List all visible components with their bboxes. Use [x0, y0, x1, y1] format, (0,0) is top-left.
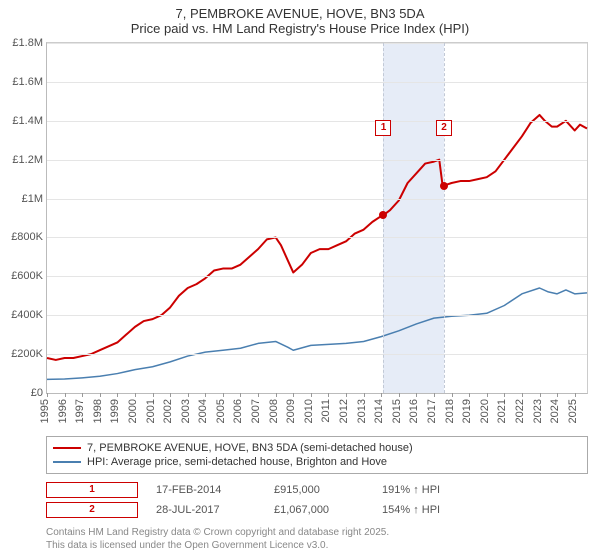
title-address: 7, PEMBROKE AVENUE, HOVE, BN3 5DA	[0, 6, 600, 21]
legend-item-hpi: HPI: Average price, semi-detached house,…	[53, 455, 581, 469]
sales-table: 1 17-FEB-2014 £915,000 191% ↑ HPI 2 28-J…	[46, 480, 588, 520]
legend-label-price-paid: 7, PEMBROKE AVENUE, HOVE, BN3 5DA (semi-…	[87, 442, 413, 454]
footer-line2: This data is licensed under the Open Gov…	[46, 539, 588, 552]
footer: Contains HM Land Registry data © Crown c…	[46, 526, 588, 552]
sale-dot-2	[440, 182, 448, 190]
legend-swatch-hpi	[53, 461, 81, 463]
xtick-label: 1995	[39, 399, 51, 423]
chart-container: 7, PEMBROKE AVENUE, HOVE, BN3 5DA Price …	[0, 0, 600, 560]
xtick-label: 2002	[162, 399, 174, 423]
xtick-label: 2022	[514, 399, 526, 423]
xtick-label: 2018	[444, 399, 456, 423]
sale-hpi-2: 154% ↑ HPI	[382, 504, 472, 516]
xtick-label: 2007	[250, 399, 262, 423]
xtick-label: 2010	[303, 399, 315, 423]
ytick-label: £800K	[11, 231, 43, 243]
xtick-label: 1997	[74, 399, 86, 423]
ytick-label: £1.4M	[12, 115, 43, 127]
ytick-label: £1M	[22, 193, 43, 205]
sale-hpi-1: 191% ↑ HPI	[382, 484, 472, 496]
chart-plot-area: £0£200K£400K£600K£800K£1M£1.2M£1.4M£1.6M…	[46, 42, 588, 394]
xtick-label: 2021	[496, 399, 508, 423]
footer-line1: Contains HM Land Registry data © Crown c…	[46, 526, 588, 539]
xtick-label: 2016	[408, 399, 420, 423]
xtick-label: 2003	[180, 399, 192, 423]
xtick-label: 2011	[320, 399, 332, 423]
xtick-label: 2001	[145, 399, 157, 423]
xtick-label: 2024	[549, 399, 561, 423]
sale-price-2: £1,067,000	[274, 504, 364, 516]
chart-sale-marker-2: 2	[436, 120, 452, 136]
xtick-label: 2017	[426, 399, 438, 423]
xtick-label: 2013	[356, 399, 368, 423]
sales-row-2: 2 28-JUL-2017 £1,067,000 154% ↑ HPI	[46, 500, 588, 520]
xtick-label: 2012	[338, 399, 350, 423]
sale-marker-1: 1	[46, 482, 138, 498]
ytick-label: £0	[31, 387, 43, 399]
xtick-label: 2008	[268, 399, 280, 423]
sales-row-1: 1 17-FEB-2014 £915,000 191% ↑ HPI	[46, 480, 588, 500]
legend-label-hpi: HPI: Average price, semi-detached house,…	[87, 456, 387, 468]
xtick-label: 2025	[567, 399, 579, 423]
chart-lines-svg	[47, 43, 587, 393]
sale-date-1: 17-FEB-2014	[156, 484, 256, 496]
ytick-label: £1.8M	[12, 37, 43, 49]
chart-sale-marker-1: 1	[375, 120, 391, 136]
legend: 7, PEMBROKE AVENUE, HOVE, BN3 5DA (semi-…	[46, 436, 588, 474]
xtick-label: 2000	[127, 399, 139, 423]
ytick-label: £200K	[11, 348, 43, 360]
title-block: 7, PEMBROKE AVENUE, HOVE, BN3 5DA Price …	[0, 0, 600, 38]
xtick-label: 2019	[461, 399, 473, 423]
sale-marker-2: 2	[46, 502, 138, 518]
xtick-label: 2006	[232, 399, 244, 423]
ytick-label: £1.6M	[12, 76, 43, 88]
title-subtitle: Price paid vs. HM Land Registry's House …	[0, 21, 600, 36]
ytick-label: £400K	[11, 309, 43, 321]
sale-date-2: 28-JUL-2017	[156, 504, 256, 516]
xtick-label: 2014	[373, 399, 385, 423]
legend-swatch-price-paid	[53, 447, 81, 449]
sale-price-1: £915,000	[274, 484, 364, 496]
ytick-label: £1.2M	[12, 154, 43, 166]
legend-item-price-paid: 7, PEMBROKE AVENUE, HOVE, BN3 5DA (semi-…	[53, 441, 581, 455]
xtick-label: 2009	[285, 399, 297, 423]
xtick-label: 1998	[92, 399, 104, 423]
xtick-label: 1996	[57, 399, 69, 423]
xtick-label: 2015	[391, 399, 403, 423]
ytick-label: £600K	[11, 270, 43, 282]
xtick-label: 2005	[215, 399, 227, 423]
xtick-label: 2004	[197, 399, 209, 423]
sale-dot-1	[379, 211, 387, 219]
xtick-label: 2023	[532, 399, 544, 423]
xtick-label: 1999	[109, 399, 121, 423]
xtick-label: 2020	[479, 399, 491, 423]
